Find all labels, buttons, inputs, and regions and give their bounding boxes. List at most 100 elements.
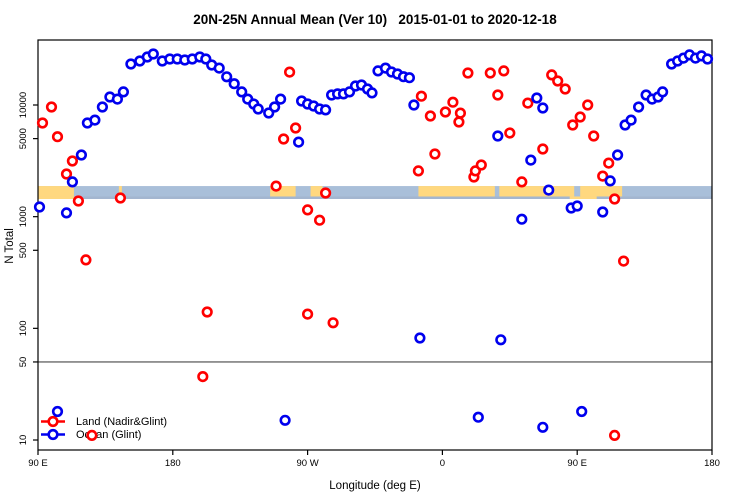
band-land-segment [118,186,122,197]
legend-label-ocean: Ocean (Glint) [76,429,141,441]
scatter-point [484,67,496,79]
y-tick-label: 10000 [18,92,29,118]
scatter-point [552,75,564,87]
scatter-point [632,101,645,113]
scatter-point [567,119,579,131]
scatter-point [221,71,233,83]
scatter-point [327,317,339,329]
scatter-point [302,204,314,216]
plot-area: 90 E 180 90 W 0 90 E 180 10 50 100 500 1000 5000 100… [18,39,720,469]
scatter-point [270,180,282,192]
x-tick-label: 0 [440,458,445,469]
band-land-segment [569,196,597,199]
scatter-point [412,165,425,177]
scatter-point [403,72,416,84]
scatter-point [576,405,588,418]
scatter-point [537,143,549,155]
y-tick-label: 50 [18,357,29,368]
scatter-point [228,78,240,90]
scatter-point [516,176,528,188]
scatter-point [320,104,332,116]
scatter-point [279,414,291,426]
scatter-point [498,65,510,77]
y-tick-label: 10 [18,435,29,446]
scatter-point [114,192,126,204]
x-tick-label: 180 [165,458,181,469]
scatter-point [453,116,465,128]
scatter-point [66,176,78,188]
scatter-point [408,99,420,111]
scatter-point [603,157,615,169]
scatter-point [72,195,84,207]
scatter-point [415,90,428,102]
scatter-point [290,122,302,134]
scatter-point [293,136,305,148]
band-ocean-lower [38,196,712,199]
scatter-point [429,148,441,160]
plot-box [37,39,713,451]
scatter-point [495,334,507,346]
scatter-point [617,255,630,267]
scatter-point [51,131,64,143]
scatter-point [492,130,504,142]
scatter-point [33,201,46,213]
scatter-point [284,66,296,78]
scatter-point [574,111,586,123]
scatter-point [582,99,594,111]
scatter-point [516,213,528,225]
scatter-point [608,193,621,205]
y-tick-label: 1000 [18,206,29,227]
y-tick-label: 5000 [18,128,29,149]
band-land-segment [499,186,575,197]
scatter-point [525,154,537,166]
scatter-point [588,130,600,142]
scatter-point [117,86,129,98]
band-land-segment [38,196,74,199]
scatter-point [597,206,609,218]
y-tick-label: 100 [18,320,29,336]
scatter-point [475,159,487,171]
scatter-point [66,155,78,167]
scatter-point [492,89,504,101]
scatter-point [472,411,484,423]
x-tick-label: 90 E [567,458,587,469]
scatter-point [537,421,549,433]
y-axis-label: N Total [4,228,16,264]
x-tick-label: 90 W [297,458,319,469]
scatter-point [559,83,571,95]
scatter-point [543,184,555,196]
scatter-point [96,101,108,113]
scatter-point [366,87,378,99]
band-land-segment [310,186,323,197]
scatter-point [302,308,314,320]
scatter-point [625,114,637,126]
scatter-point [462,67,474,79]
y-tick-label: 500 [18,242,29,258]
band-land-segment [270,186,296,197]
legend-marker-ocean [47,428,59,441]
legend-marker-land [47,415,59,428]
scatter-point [252,103,264,115]
legend-label-land: Land (Nadir&Glint) [76,416,167,428]
scatter-point [597,170,609,182]
scatter-point [111,93,123,105]
scatter-point [537,102,549,114]
band-land-segment [418,186,495,197]
scatter-point [522,97,534,109]
chart-title: 20N-25N Annual Mean (Ver 10) 2015-01-01 … [193,12,557,27]
scatter-point [201,306,213,318]
scatter-point [60,168,73,180]
scatter-point [147,48,159,60]
scatter-point [86,429,98,442]
scatter-point [611,149,624,161]
scatter-point [608,429,621,442]
scatter-point [36,117,49,129]
x-axis-label: Longitude (deg E) [329,480,421,492]
scatter-point [197,371,209,383]
scatter-point [60,207,73,219]
band-ocean-upper [38,186,712,197]
data-points [33,48,714,442]
scatter-point [275,93,287,105]
scatter-point [571,200,583,212]
x-tick-label: 90 E [28,458,48,469]
